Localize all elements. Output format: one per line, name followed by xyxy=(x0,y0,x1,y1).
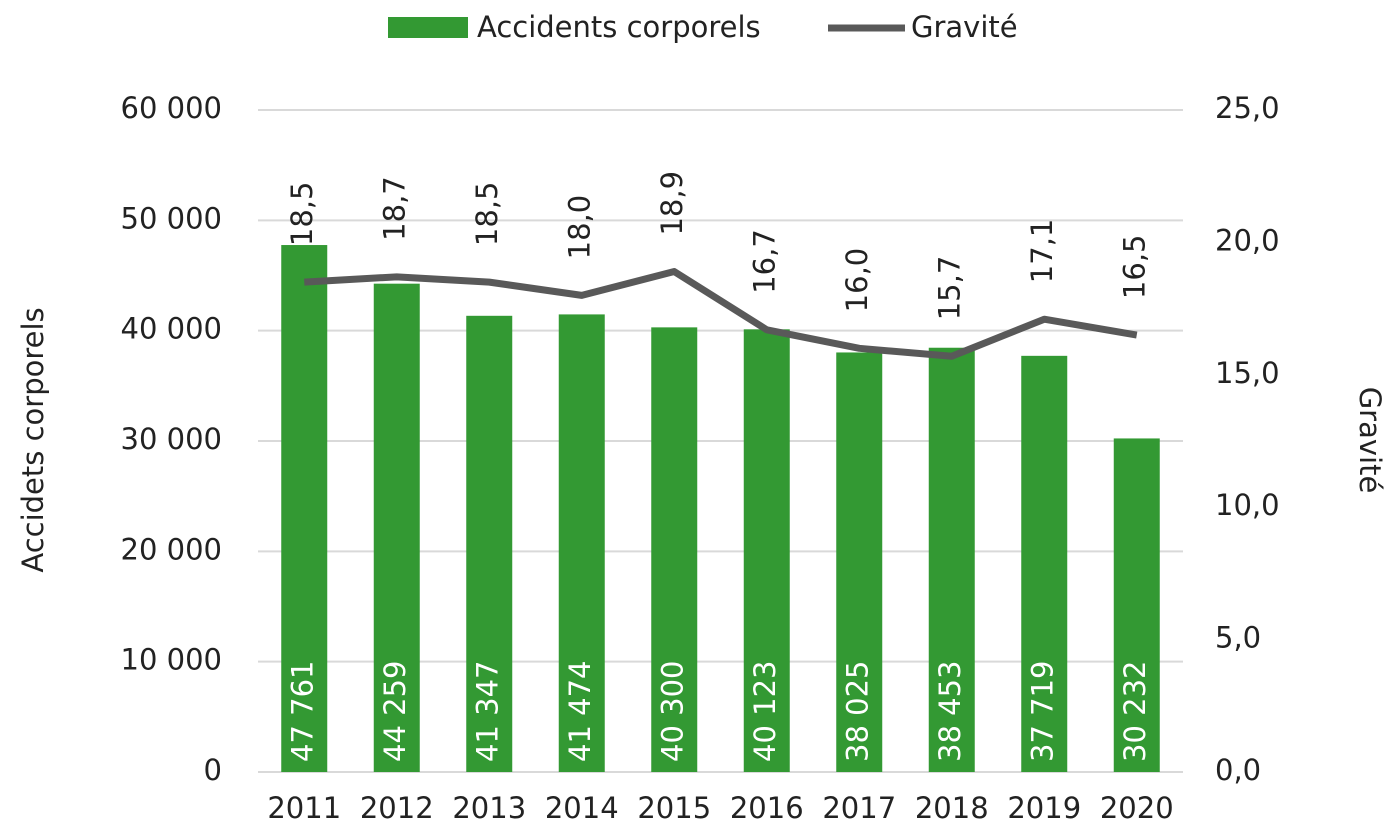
x-tick-label: 2013 xyxy=(452,791,526,825)
bar xyxy=(558,314,605,772)
bar xyxy=(373,283,420,772)
y-tick-label: 30 000 xyxy=(121,422,222,456)
y-tick-label: 60 000 xyxy=(121,91,222,125)
x-tick-label: 2014 xyxy=(545,791,619,825)
line-value-label: 18,7 xyxy=(378,176,412,241)
x-tick-label: 2019 xyxy=(1007,791,1081,825)
y-axis-title: Accidets corporels xyxy=(16,307,50,572)
line-value-label: 18,0 xyxy=(563,195,597,260)
y2-tick-label: 0,0 xyxy=(1215,753,1261,787)
bar xyxy=(466,315,513,772)
x-tick-label: 2017 xyxy=(822,791,896,825)
line-value-label: 16,5 xyxy=(1118,235,1152,300)
x-tick-label: 2020 xyxy=(1100,791,1174,825)
x-tick-label: 2012 xyxy=(360,791,434,825)
y-tick-label: 50 000 xyxy=(121,201,222,235)
line-value-label: 16,7 xyxy=(748,229,782,294)
bar-value-label: 40 123 xyxy=(748,661,782,762)
line-value-label: 18,9 xyxy=(655,171,689,236)
x-tick-label: 2016 xyxy=(730,791,804,825)
line-value-label: 16,0 xyxy=(840,248,874,313)
bar-value-label: 30 232 xyxy=(1118,661,1152,762)
x-tick-label: 2018 xyxy=(915,791,989,825)
y-tick-label: 40 000 xyxy=(121,312,222,346)
bar xyxy=(651,327,698,772)
bar-value-label: 44 259 xyxy=(378,661,412,762)
bar-value-label: 41 474 xyxy=(563,661,597,762)
x-tick-label: 2011 xyxy=(267,791,341,825)
legend-label: Accidents corporels xyxy=(477,10,761,44)
line-value-label: 18,5 xyxy=(285,182,319,247)
y2-tick-label: 15,0 xyxy=(1215,356,1280,390)
bar xyxy=(928,347,975,772)
y2-tick-label: 25,0 xyxy=(1215,91,1280,125)
bar-value-label: 40 300 xyxy=(655,661,689,762)
bar-value-label: 38 025 xyxy=(840,661,874,762)
y-tick-label: 0 xyxy=(204,753,222,787)
bar xyxy=(1021,355,1068,772)
legend-label: Gravité xyxy=(911,10,1018,44)
line-value-label: 15,7 xyxy=(933,256,967,321)
y2-tick-label: 20,0 xyxy=(1215,223,1280,257)
y2-tick-label: 5,0 xyxy=(1215,621,1261,655)
line-value-label: 17,1 xyxy=(1025,219,1059,284)
bar-value-label: 37 719 xyxy=(1025,661,1059,762)
y-tick-label: 10 000 xyxy=(121,643,222,677)
y-tick-label: 20 000 xyxy=(121,532,222,566)
bar xyxy=(836,352,883,772)
bar-value-label: 41 347 xyxy=(470,661,504,762)
y2-axis-title: Gravité xyxy=(1353,387,1387,494)
y2-tick-label: 10,0 xyxy=(1215,488,1280,522)
legend-swatch xyxy=(388,17,468,38)
line-series xyxy=(304,268,1138,360)
line-value-label: 18,5 xyxy=(470,182,504,247)
x-tick-label: 2015 xyxy=(637,791,711,825)
bar xyxy=(743,329,790,772)
bar-value-label: 47 761 xyxy=(285,661,319,762)
bar xyxy=(1113,438,1160,772)
bar xyxy=(281,245,328,772)
bar-value-label: 38 453 xyxy=(933,661,967,762)
